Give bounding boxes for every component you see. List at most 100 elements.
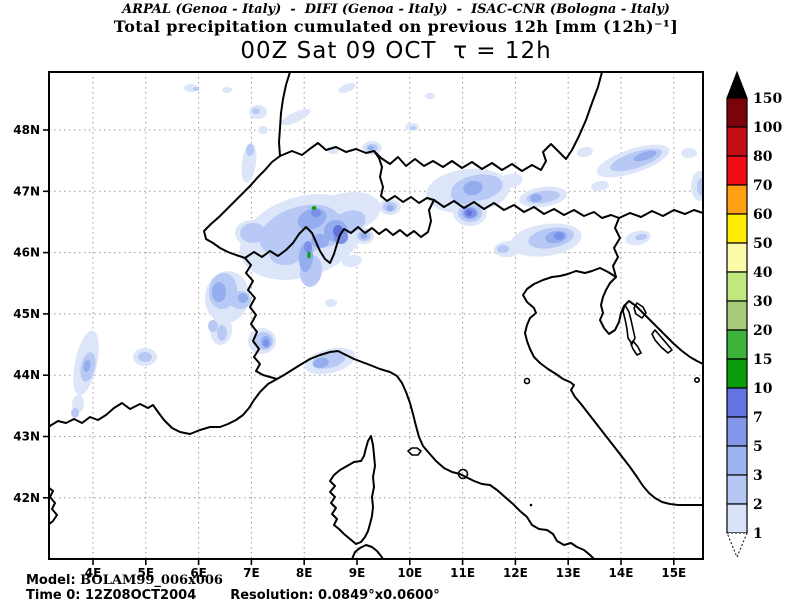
x-axis-tick-label: 15E xyxy=(661,566,686,580)
colorbar-segment xyxy=(726,155,748,186)
colorbar-tick-label: 50 xyxy=(753,236,773,252)
precip-blob xyxy=(311,234,329,248)
x-axis-tick-label: 6E xyxy=(190,566,207,580)
precip-blob xyxy=(313,357,329,369)
small-island xyxy=(693,376,700,383)
precip-blob xyxy=(304,241,312,253)
precip-blob xyxy=(386,205,394,211)
colorbar-tick-label: 30 xyxy=(753,294,773,310)
colorbar-over-arrow-icon xyxy=(726,70,748,99)
colorbar-under-arrow-icon xyxy=(726,532,748,559)
y-axis-tick-label: 46N xyxy=(13,246,40,260)
x-axis-tick-label: 14E xyxy=(609,566,634,580)
border-north-alpine xyxy=(279,72,603,172)
colorbar-tick-label: 20 xyxy=(753,323,773,339)
coastline-spain-stub xyxy=(49,486,58,526)
credit-line: ARPAL (Genoa - Italy) - DIFI (Genoa - It… xyxy=(122,2,670,17)
precip-blob xyxy=(252,108,260,114)
precip-blob xyxy=(71,408,79,418)
precip-blob xyxy=(269,238,305,266)
island-sardinia-tip xyxy=(351,544,384,559)
colorbar-tick-label: 15 xyxy=(753,352,772,368)
precip-blob xyxy=(83,360,91,372)
precip-blob xyxy=(591,180,609,192)
precip-blob xyxy=(311,206,317,210)
border-france-germany xyxy=(278,72,291,157)
colorbar-segment xyxy=(726,271,748,302)
model-value: BOLAM99_006x006 xyxy=(80,573,223,588)
colorbar-segment xyxy=(726,416,748,447)
border-italy-austria xyxy=(433,199,620,219)
colorbar-tick-label: 150 xyxy=(753,91,782,107)
colorbar-tick-label: 5 xyxy=(753,439,763,455)
colorbar-segment xyxy=(726,242,748,273)
y-axis-tick-label: 47N xyxy=(13,184,40,198)
colorbar-tick-label: 7 xyxy=(753,410,763,426)
precip-blob xyxy=(240,223,266,243)
time-resolution-line: Time 0: 12Z08OCT2004 Resolution: 0.0849°x… xyxy=(26,588,440,603)
model-label: Model: xyxy=(26,573,81,588)
precip-blob xyxy=(425,93,435,99)
precip-blob xyxy=(635,233,647,241)
colorbar-tick-label: 80 xyxy=(753,149,773,165)
precip-blob xyxy=(681,148,697,158)
border-italy-slovenia xyxy=(612,217,621,278)
precip-blob xyxy=(554,232,564,240)
resolution-label: Resolution: xyxy=(230,588,319,603)
border-switzerland-austria xyxy=(373,150,435,204)
precip-blob xyxy=(633,150,657,162)
precip-blob xyxy=(530,194,542,202)
y-axis-tick-label: 48N xyxy=(13,123,40,137)
y-axis-tick-label: 45N xyxy=(13,307,40,321)
precip-blob xyxy=(193,87,199,91)
valid-time-line: 00Z Sat 09 OCT τ = 12h xyxy=(240,38,552,64)
border-austria-slovenia xyxy=(618,209,703,219)
colorbar-segment xyxy=(726,503,748,534)
precip-blob xyxy=(281,108,311,126)
colorbar-tick-label: 2 xyxy=(753,497,763,513)
colorbar-tick-label: 10 xyxy=(753,381,773,397)
axis-ticks xyxy=(43,129,675,565)
colorbar-segment xyxy=(726,300,748,331)
colorbar: 150 100 80 70 60 50 40 30 20 15 10 7 5 3 2 1 xyxy=(726,70,782,559)
precip-blob xyxy=(307,251,311,259)
colorbar-segment xyxy=(726,126,748,157)
precip-blob xyxy=(338,83,356,93)
x-axis-tick-label: 13E xyxy=(556,566,581,580)
time-label: Time 0: xyxy=(26,588,85,603)
coastlines-and-borders xyxy=(49,72,703,559)
colorbar-segment xyxy=(726,184,748,215)
colorbar-tick-label: 60 xyxy=(753,207,773,223)
precip-blob xyxy=(258,126,268,134)
precip-blob xyxy=(497,245,509,253)
x-axis-tick-label: 10E xyxy=(397,566,422,580)
island-losinj xyxy=(630,340,642,356)
colorbar-tick-label: 40 xyxy=(753,265,773,281)
y-axis-tick-label: 42N xyxy=(13,491,40,505)
y-axis-tick-label: 43N xyxy=(13,430,40,444)
colorbar-segment xyxy=(726,387,748,418)
border-france-switzerland xyxy=(203,155,281,259)
x-axis-tick-label: 7E xyxy=(243,566,260,580)
x-axis-tick-label: 8E xyxy=(296,566,313,580)
precip-blob xyxy=(311,209,321,217)
precip-blob xyxy=(325,299,337,307)
x-axis-tick-label: 9E xyxy=(349,566,366,580)
page-title: Total precipitation cumulated on previou… xyxy=(113,17,679,36)
precip-blob xyxy=(410,126,416,130)
border-switzerland-italy xyxy=(244,199,435,264)
precip-blob xyxy=(466,210,472,216)
island-corsica xyxy=(329,435,376,545)
precip-blob xyxy=(368,146,374,150)
precip-blob xyxy=(222,87,232,93)
resolution-value: 0.0849°x0.0600° xyxy=(318,588,440,603)
precip-blob xyxy=(138,352,152,362)
island-krk xyxy=(633,302,647,319)
precip-blob xyxy=(463,180,483,196)
model-line: Model: BOLAM99_006x006 xyxy=(26,573,223,588)
colorbar-segment xyxy=(726,358,748,389)
colorbar-segment xyxy=(726,329,748,360)
precip-blob xyxy=(577,146,593,158)
coastline-adriatic xyxy=(522,267,703,506)
